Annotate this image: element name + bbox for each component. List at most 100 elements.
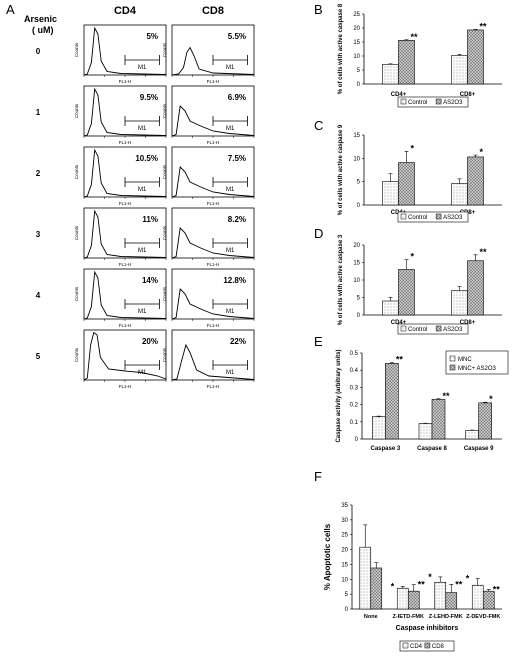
cd4-histogram-dose-3-x-axis-label: FL1-H <box>119 262 132 267</box>
cd8-histogram-dose-5-y-axis-label: Counts <box>162 347 167 362</box>
y-axis-label: Caspase activity (arbitrary units) <box>336 349 342 442</box>
legend-swatch <box>400 325 407 332</box>
cd8-histogram-dose-4-x-axis-label: FL1-H <box>207 323 220 328</box>
y-tick-label: 0 <box>357 203 361 209</box>
cd4-histogram-dose-0-x-axis-label: FL1-H <box>119 79 132 84</box>
y-tick-label: 10 <box>341 577 348 583</box>
cd4-histogram-dose-2-y-axis-label: Counts <box>74 164 79 179</box>
y-tick-label: 35 <box>341 503 348 509</box>
legend-box <box>397 96 469 108</box>
cd8-histogram-dose-2-frame <box>171 146 255 198</box>
bar-cd8 <box>445 592 458 610</box>
cd8-histogram-dose-4-gate-label: M1 <box>226 309 235 315</box>
y-tick-label: 15 <box>353 40 360 46</box>
cd4-histogram-dose-1-x-axis-label: FL1-H <box>119 140 132 145</box>
cd8-histogram-dose-1-histogram-curve <box>171 105 255 137</box>
significance-mark: * <box>480 147 484 157</box>
bar-mnc-as2o3 <box>478 402 492 440</box>
bar-mnc-as2o3 <box>431 399 446 440</box>
bar-control <box>451 183 468 206</box>
cd8-histogram-dose-0-gate-label: M1 <box>226 65 235 71</box>
legend-label: CD4 <box>410 644 423 650</box>
cd8-histogram-dose-5-gate-label: M1 <box>226 370 235 376</box>
legend-label: AS2O3 <box>443 327 463 333</box>
bar-as2o3 <box>398 269 415 316</box>
flow-cytometry-grid: 0 M1 5% Counts FL1-H M1 5.5% Counts FL1-H 1 M1 9.5%… <box>36 24 255 389</box>
y-axis-label: % of cells with active caspase 9 <box>338 124 344 215</box>
significance-mark: ** <box>411 32 419 42</box>
y-tick-label: 0 <box>355 437 359 443</box>
y-tick-label: 5 <box>357 180 361 186</box>
significance-mark: * <box>489 394 493 404</box>
y-tick-label: 10 <box>353 278 360 284</box>
cd8-histogram-dose-2-x-axis-label: FL1-H <box>207 201 220 206</box>
cd4-histogram-dose-0-percentage: 5% <box>146 32 158 41</box>
bar-cd4 <box>434 581 447 610</box>
legend-box <box>397 211 469 223</box>
cd4-histogram-dose-3-y-axis-label: Counts <box>74 225 79 240</box>
category-label: Z-LEHD-FMK <box>429 614 463 620</box>
cd8-histogram-dose-2-gate-label: M1 <box>226 187 235 193</box>
cd4-histogram-dose-1-y-axis-label: Counts <box>74 103 79 118</box>
panel-letter-a: A <box>6 2 15 17</box>
bar-control <box>451 55 468 85</box>
cd8-histogram-dose-5-x-axis-label: FL1-H <box>207 384 220 389</box>
y-tick-label: 20 <box>353 26 360 32</box>
cd4-histogram-dose-2-x-axis-label: FL1-H <box>119 201 132 206</box>
cd4-histogram-dose-3-histogram-curve <box>83 209 167 259</box>
bar-cd4 <box>471 584 484 610</box>
cd4-histogram-dose-2-histogram-curve <box>83 148 167 198</box>
category-label: Caspase 8 <box>417 446 447 452</box>
significance-mark: * <box>428 572 432 582</box>
cd8-histogram-dose-2-percentage: 7.5% <box>228 154 246 163</box>
legend-swatch <box>400 213 407 220</box>
cd8-histogram-dose-4-frame <box>171 268 255 320</box>
chart-f: 0 5 10 15 20 25 30 35 % Apoptotic cells None Z-IET… <box>323 503 502 652</box>
significance-mark: ** <box>418 580 426 590</box>
y-tick-label: 15 <box>341 562 348 568</box>
cd4-histogram-dose-2-percentage: 10.5% <box>135 154 158 163</box>
y-tick-label: 5 <box>345 592 349 598</box>
legend-label: Control <box>408 100 427 106</box>
y-tick-label: 20 <box>353 243 360 249</box>
category-label: CD4+ <box>391 92 407 98</box>
cd8-histogram-dose-0-percentage: 5.5% <box>228 32 246 41</box>
cd4-histogram-dose-5-gate-label: M1 <box>138 370 147 376</box>
cd8-histogram-dose-3-percentage: 8.2% <box>228 215 246 224</box>
column-header-cd4: CD4 <box>114 5 137 17</box>
bar-control <box>382 300 399 316</box>
cd8-histogram-dose-4-histogram-curve <box>171 288 255 320</box>
cd8-histogram-dose-2-y-axis-label: Counts <box>162 164 167 179</box>
legend-swatch <box>400 98 407 105</box>
legend-label: MNC+ AS2O3 <box>458 366 497 372</box>
category-label: Z-DEVD-FMK <box>466 614 500 620</box>
y-tick-label: 0.2 <box>350 403 359 409</box>
cd4-histogram-dose-1-percentage: 9.5% <box>140 93 158 102</box>
bar-cd4 <box>359 546 372 610</box>
cd4-histogram-dose-0-histogram-curve <box>83 26 167 76</box>
legend: Control AS2O3 <box>397 323 469 335</box>
category-label: Caspase 9 <box>464 446 494 452</box>
dose-label-4: 4 <box>36 291 41 300</box>
cd4-histogram-dose-5-percentage: 20% <box>142 337 158 346</box>
significance-mark: * <box>466 574 470 584</box>
y-axis-label: % Apoptotic cells <box>323 523 332 590</box>
cd4-histogram-dose-4-gate-label: M1 <box>138 309 147 315</box>
legend: Control AS2O3 <box>397 211 469 223</box>
legend: MNC MNC+ AS2O3 <box>445 350 509 375</box>
cd8-histogram-dose-4-percentage: 12.8% <box>223 276 246 285</box>
bar-mnc-as2o3 <box>385 363 399 440</box>
cd4-histogram-dose-5-y-axis-label: Counts <box>74 347 79 362</box>
legend-swatch <box>402 642 409 649</box>
cd4-histogram-dose-4-histogram-curve <box>83 270 167 320</box>
legend-label: CD8 <box>432 644 445 650</box>
cd8-histogram-dose-2-histogram-curve <box>171 166 255 198</box>
x-axis-label: Caspase inhibitors <box>396 625 459 632</box>
y-tick-label: 15 <box>353 261 360 267</box>
cd4-histogram-dose-5-x-axis-label: FL1-H <box>119 384 132 389</box>
cd4-histogram-dose-0-y-axis-label: Counts <box>74 42 79 57</box>
legend-box <box>445 350 509 375</box>
cd8-histogram-dose-4-y-axis-label: Counts <box>162 286 167 301</box>
